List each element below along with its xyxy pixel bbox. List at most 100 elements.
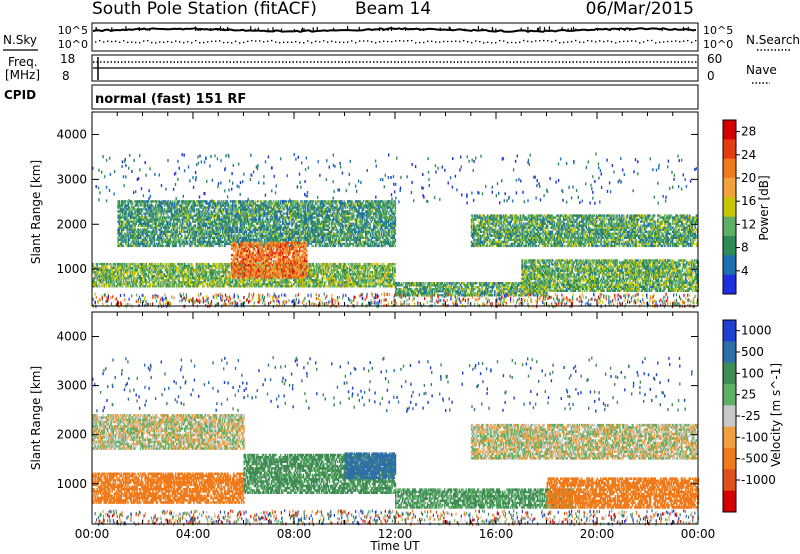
echo-cell bbox=[347, 222, 350, 225]
echo-cell bbox=[370, 220, 373, 223]
echo-cell bbox=[201, 214, 203, 217]
echo-cell bbox=[146, 216, 149, 219]
echo-cell bbox=[127, 218, 130, 221]
echo-cell bbox=[167, 204, 169, 207]
echo-cell bbox=[343, 242, 345, 246]
echo-cell bbox=[162, 240, 165, 244]
echo-cell bbox=[293, 220, 295, 223]
echo-cell bbox=[350, 228, 352, 231]
echo-cell bbox=[215, 242, 217, 246]
echo-cell bbox=[125, 212, 127, 215]
echo-cell bbox=[335, 236, 337, 239]
echo-cell bbox=[299, 232, 301, 235]
echo-cell bbox=[202, 232, 205, 235]
echo-cell bbox=[158, 222, 160, 225]
echo-cell bbox=[221, 204, 224, 207]
echo-cell bbox=[211, 224, 214, 227]
echo-cell bbox=[277, 220, 280, 223]
echo-cell bbox=[303, 236, 306, 239]
echo-cell bbox=[253, 238, 256, 241]
echo-cell bbox=[191, 242, 193, 246]
nsearch-dot bbox=[375, 42, 377, 44]
echo-cell bbox=[344, 226, 347, 229]
echo-cell bbox=[174, 242, 176, 246]
echo-cell bbox=[165, 208, 167, 211]
echo-cell bbox=[344, 218, 347, 221]
echo-cell bbox=[160, 212, 162, 215]
echo-cell bbox=[359, 226, 361, 229]
echo-cell bbox=[241, 208, 243, 211]
echo-cell bbox=[180, 238, 183, 241]
echo-cell bbox=[195, 210, 198, 213]
echo-cell bbox=[249, 212, 251, 215]
echo-cell bbox=[244, 214, 247, 217]
echo-cell bbox=[294, 206, 297, 209]
echo-cell bbox=[299, 228, 301, 231]
echo-cell bbox=[185, 230, 187, 233]
echo-cell bbox=[200, 236, 202, 239]
echo-cell bbox=[225, 210, 227, 213]
echo-cell bbox=[358, 220, 360, 223]
echo-cell bbox=[117, 200, 119, 203]
echo-cell bbox=[227, 204, 230, 207]
nsearch-dot bbox=[387, 40, 389, 43]
echo-cell bbox=[162, 210, 165, 213]
echo-cell bbox=[350, 224, 352, 227]
echo-cell bbox=[237, 220, 240, 223]
echo-cell bbox=[146, 224, 149, 227]
echo-cell bbox=[329, 230, 332, 233]
echo-cell bbox=[161, 216, 164, 219]
echo-cell bbox=[308, 202, 310, 205]
echo-cell bbox=[162, 234, 165, 237]
echo-cell bbox=[301, 202, 303, 205]
echo-cell bbox=[268, 230, 270, 233]
echo-cell bbox=[146, 200, 149, 203]
echo-cell bbox=[335, 212, 337, 215]
echo-cell bbox=[249, 226, 251, 229]
echo-cell bbox=[321, 220, 324, 223]
nsearch-dot bbox=[595, 41, 597, 43]
echo-cell bbox=[185, 220, 187, 223]
echo-cell bbox=[125, 218, 127, 221]
echo-cell bbox=[182, 240, 184, 244]
echo-cell bbox=[265, 208, 267, 211]
echo-cell bbox=[263, 228, 266, 231]
echo-cell bbox=[217, 210, 219, 213]
echo-cell bbox=[276, 236, 278, 239]
echo-cell bbox=[283, 238, 285, 241]
echo-cell bbox=[174, 204, 176, 207]
nsearch-dot bbox=[591, 40, 593, 42]
echo-cell bbox=[205, 222, 208, 225]
echo-cell bbox=[227, 230, 230, 233]
nsearch-dot bbox=[363, 40, 365, 42]
echo-cell bbox=[208, 206, 210, 209]
echo-cell bbox=[178, 240, 181, 244]
echo-cell bbox=[209, 200, 211, 203]
echo-cell bbox=[268, 238, 270, 241]
echo-cell bbox=[193, 230, 195, 233]
echo-cell bbox=[321, 212, 324, 215]
echo-cell bbox=[150, 210, 152, 213]
echo-cell bbox=[176, 232, 178, 235]
echo-cell bbox=[297, 224, 300, 227]
echo-cell bbox=[235, 210, 237, 213]
echo-cell bbox=[353, 210, 356, 213]
echo-cell bbox=[336, 200, 339, 203]
echo-cell bbox=[332, 208, 334, 211]
echo-cell bbox=[129, 242, 132, 246]
echo-cell bbox=[332, 236, 334, 239]
echo-cell bbox=[260, 220, 262, 223]
echo-cell bbox=[224, 218, 226, 221]
echo-cell bbox=[343, 216, 345, 219]
echo-cell bbox=[300, 224, 302, 227]
echo-cell bbox=[143, 200, 145, 203]
nsearch-dot bbox=[251, 39, 253, 42]
echo-cell bbox=[205, 218, 208, 221]
echo-cell bbox=[204, 214, 207, 217]
echo-cell bbox=[146, 242, 149, 246]
echo-cell bbox=[254, 244, 257, 248]
echo-cell bbox=[117, 232, 119, 235]
echo-cell bbox=[315, 206, 317, 209]
echo-cell bbox=[167, 226, 169, 229]
echo-cell bbox=[250, 224, 252, 227]
